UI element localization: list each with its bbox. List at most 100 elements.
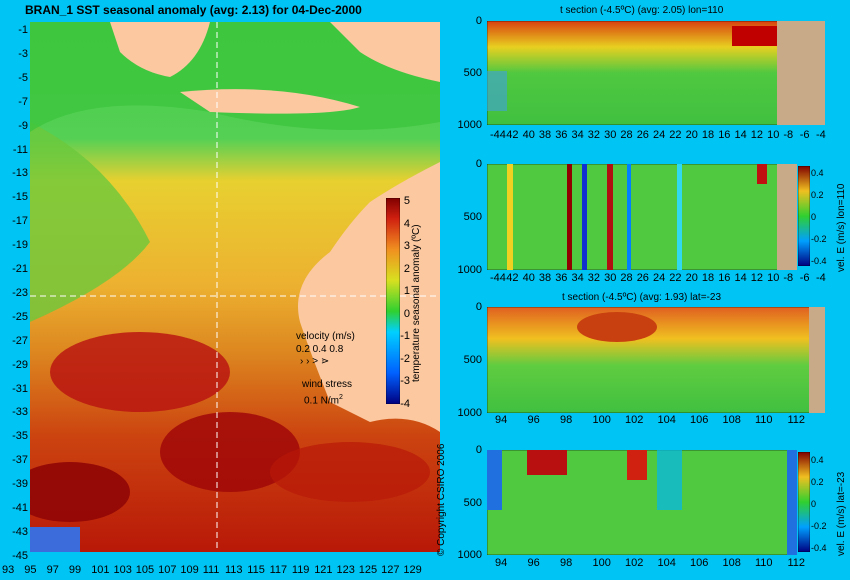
lat-tick-label: -21 xyxy=(12,263,28,275)
panel-x-tick: 26 xyxy=(636,129,649,141)
lon-tick-label: 115 xyxy=(247,564,265,576)
panel2-colorbar xyxy=(798,166,810,266)
lon-tick-label: 103 xyxy=(113,564,132,576)
panel-x-tick: 94 xyxy=(495,414,508,426)
velocity-colorbar-tick: -0.4 xyxy=(811,256,827,266)
panel-x-tick: 10 xyxy=(767,272,780,284)
lon-tick-label: 125 xyxy=(358,564,378,576)
panel-x-tick: 28 xyxy=(620,129,633,141)
lon-tick-label: 121 xyxy=(314,564,333,576)
lat-tick-label: -31 xyxy=(12,382,28,395)
lon-tick-label: 123 xyxy=(336,564,355,576)
sst-colorbar-tick: 2 xyxy=(403,262,410,275)
lat-tick-label: -45 xyxy=(12,549,28,562)
panel-depth-tick: 0 xyxy=(475,301,482,313)
velocity-colorbar-tick: 0.4 xyxy=(811,168,824,178)
panel-x-tick: 112 xyxy=(787,557,806,569)
velocity-colorbar-tick: -0.2 xyxy=(811,234,827,244)
panel-x-tick: 110 xyxy=(755,557,773,569)
panel-x-tick: 42 xyxy=(506,272,519,284)
lon-tick-label: 127 xyxy=(381,564,400,576)
sst-colorbar-tick: -2 xyxy=(400,352,410,365)
lat-tick-label: -39 xyxy=(12,478,28,491)
lon-tick-label: 95 xyxy=(24,564,37,576)
panel-x-tick: 102 xyxy=(625,414,644,426)
panel-x-tick: 110 xyxy=(755,414,773,426)
panel-depth-tick: 0 xyxy=(475,158,482,170)
panel-x-tick: -8 xyxy=(783,129,794,141)
panel2-colorbar-label: vel. E (m/s) lon=110 xyxy=(836,183,847,272)
velocity-colorbar-tick: 0.2 xyxy=(811,190,824,200)
panel-x-tick: -8 xyxy=(783,272,794,284)
sst-colorbar-tick: -3 xyxy=(400,375,410,387)
panel-x-tick: 22 xyxy=(669,129,682,141)
sst-colorbar-tick: 3 xyxy=(403,240,410,252)
panel-x-tick: 30 xyxy=(604,129,617,141)
panel2-velocity-section xyxy=(487,164,797,270)
lon-tick-label: 111 xyxy=(202,564,220,576)
panel-x-tick: 20 xyxy=(685,129,698,141)
panel-depth-tick: 500 xyxy=(463,67,482,79)
panel-x-tick: 14 xyxy=(734,272,747,284)
panel-x-tick: 32 xyxy=(587,272,601,284)
velocity-colorbar-tick: -0.2 xyxy=(811,521,827,531)
panel-x-tick: 34 xyxy=(571,129,584,141)
lon-tick-label: 99 xyxy=(68,564,82,576)
panel1-title: t section (-4.5ºC) (avg: 2.05) lon=110 xyxy=(560,5,724,16)
panel-x-tick: 96 xyxy=(527,414,540,426)
panel4-colorbar-label: vel. E (m/s) lat=-23 xyxy=(836,471,847,556)
lon-tick-label: 93 xyxy=(2,564,15,576)
lon-tick-label: 105 xyxy=(135,564,155,576)
lon-tick-label: 113 xyxy=(225,564,243,576)
lat-tick-label: -13 xyxy=(12,167,28,180)
panel-x-tick: 20 xyxy=(685,272,698,284)
sst-anomaly-map xyxy=(30,22,440,552)
panel-x-tick: 36 xyxy=(555,272,568,284)
sst-colorbar-tick: 0 xyxy=(403,307,410,320)
velocity-colorbar-tick: -0.4 xyxy=(811,543,827,553)
sst-colorbar-label: temperature seasonal anomaly (ºC) xyxy=(411,224,422,382)
panel-x-tick: 12 xyxy=(750,129,764,141)
panel-x-tick: 100 xyxy=(592,414,611,426)
lon-tick-label: 109 xyxy=(180,564,199,576)
lon-tick-label: 97 xyxy=(46,564,59,576)
velocity-colorbar-tick: 0.4 xyxy=(811,455,824,465)
velocity-colorbar-tick: 0.2 xyxy=(811,477,824,487)
panel-x-tick: 22 xyxy=(669,272,682,284)
panel-x-tick: 108 xyxy=(722,414,741,426)
panel-x-tick: 38 xyxy=(538,129,552,141)
panel3-title: t section (-4.5ºC) (avg: 1.93) lat=-23 xyxy=(562,292,721,303)
panel-x-tick: -4 xyxy=(816,129,826,141)
panel-x-tick: 14 xyxy=(734,129,747,141)
sst-colorbar-tick: 1 xyxy=(403,285,410,297)
panel-x-tick: 34 xyxy=(571,272,584,284)
panel-x-tick: 42 xyxy=(506,129,519,141)
panel-x-tick: 28 xyxy=(620,272,633,284)
panel-x-tick: 106 xyxy=(690,557,709,569)
panel-x-tick: 18 xyxy=(701,129,715,141)
panel-x-tick: 16 xyxy=(718,129,731,141)
lat-tick-label: -9 xyxy=(18,119,28,132)
panel4-colorbar xyxy=(798,452,810,552)
sst-colorbar-tick: 4 xyxy=(403,217,410,230)
sst-colorbar-tick: 5 xyxy=(403,195,410,207)
wind-stress-value: 0.1 N/m2 xyxy=(304,394,343,407)
velocity-arrows: › › > ⋗ xyxy=(300,356,330,367)
lat-tick-label: -15 xyxy=(12,191,28,204)
sst-colorbar-tick: -4 xyxy=(400,397,410,410)
panel-x-tick: 24 xyxy=(653,129,666,141)
panel-x-tick: 30 xyxy=(604,272,617,284)
panel-x-tick: 112 xyxy=(787,414,806,426)
panel-x-tick: 24 xyxy=(653,272,666,284)
lat-tick-label: -1 xyxy=(18,24,28,36)
lat-tick-label: -25 xyxy=(12,310,28,323)
velocity-colorbar-tick: 0 xyxy=(811,212,817,222)
panel-x-tick: 32 xyxy=(587,129,601,141)
lat-tick-label: -43 xyxy=(12,525,28,538)
panel-x-tick: 96 xyxy=(527,557,540,569)
lat-tick-label: -29 xyxy=(12,358,28,371)
velocity-legend-scale: 0.2 0.4 0.8 xyxy=(296,344,344,355)
wind-stress-label: wind stress xyxy=(302,379,353,390)
panel-x-tick: 108 xyxy=(722,557,741,569)
lat-tick-label: -23 xyxy=(12,286,28,299)
